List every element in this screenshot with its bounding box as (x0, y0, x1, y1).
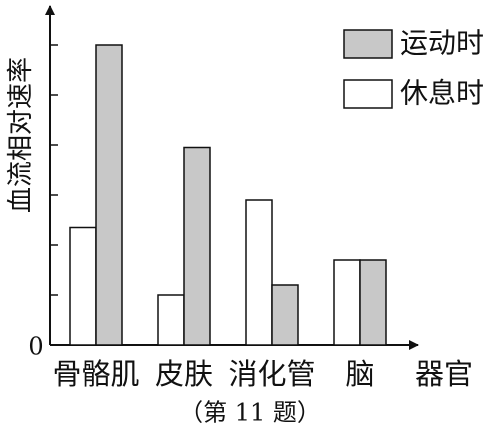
x-tick-label: 脑 (345, 357, 374, 391)
caption: （第 11 题） (179, 399, 321, 427)
bar (69, 226, 97, 346)
x-tick-label: 消化管 (228, 357, 315, 391)
bar (271, 284, 299, 346)
bar (333, 259, 361, 346)
legend-swatch (343, 79, 393, 109)
bar (359, 259, 387, 346)
legend-swatch (343, 29, 393, 59)
x-tick-label: 骨骼肌 (52, 357, 139, 391)
bar (95, 44, 123, 346)
bar (245, 199, 273, 346)
y-tick-label: 0 (28, 333, 43, 361)
x-axis-label: 器官 (415, 357, 473, 391)
legend-label: 休息时 (400, 77, 484, 110)
bar (157, 294, 185, 346)
bar (183, 146, 211, 346)
x-tick-label: 皮肤 (155, 357, 213, 391)
legend-label: 运动时 (400, 27, 484, 60)
y-axis-label: 血流相对速率 (6, 57, 36, 213)
